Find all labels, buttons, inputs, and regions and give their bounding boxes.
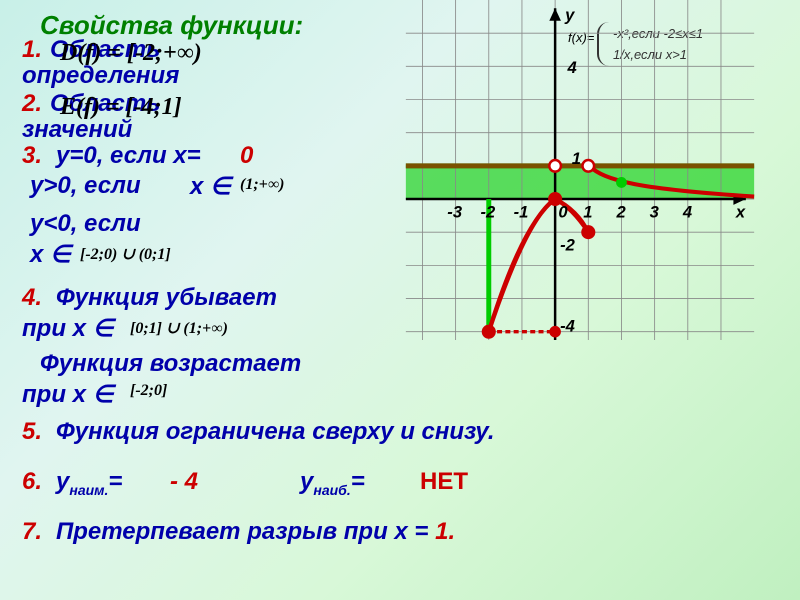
tick-yneg4: -4 (560, 317, 575, 336)
function-chart: y x 4 -2 -4 -3 -2 -1 0 1 2 3 4 1 (370, 0, 790, 340)
ypos: y>0, если (30, 172, 141, 200)
tick-x4: 4 (682, 202, 692, 221)
df-formula: D(f) = [-2;+∞) (60, 40, 202, 67)
tick-x0: 0 (558, 202, 568, 221)
prop5-num: 5. (22, 418, 42, 446)
ef-formula: E(f) = [-4;1] (60, 94, 182, 121)
prop3-num: 3. (22, 142, 42, 170)
ymin-val: - 4 (170, 468, 198, 496)
tick-x1: 1 (583, 202, 592, 221)
int3: [0;1] ∪ (1;+∞) (130, 318, 228, 338)
xin2: x ∈ (30, 240, 71, 269)
y-label: y (564, 6, 575, 25)
int4: [-2;0] (130, 382, 167, 400)
prop1-num: 1. (22, 36, 42, 64)
tick-xn3: -3 (447, 202, 463, 221)
prop4-num: 4. (22, 284, 42, 312)
y-arrow (549, 8, 561, 20)
yneg: y<0, если (30, 210, 141, 238)
xin1: х ∈ (190, 172, 231, 201)
prop4-c: Функция возрастает (40, 350, 301, 378)
green-dot (616, 177, 626, 187)
prop7-a: Претерпевает разрыв при x = 1. (56, 518, 455, 546)
tick-yneg2: -2 (560, 235, 576, 254)
prop3-v: 0 (240, 142, 253, 170)
prop4-d: при x ∈ (22, 380, 114, 409)
prop6-num: 6. (22, 468, 42, 496)
x-label: x (735, 202, 746, 221)
dot-y-1-open (549, 160, 561, 172)
prop2-num: 2. (22, 90, 42, 118)
tick-xn1: -1 (514, 202, 529, 221)
prop5-a: Функция ограничена сверху и снизу. (56, 418, 494, 446)
tick-x2: 2 (615, 202, 626, 221)
prop7-num: 7. (22, 518, 42, 546)
prop4-b: при x ∈ (22, 314, 114, 343)
tick-y1: 1 (572, 149, 581, 168)
point-1-neg1-closed (582, 226, 594, 238)
int2: [-2;0) ∪ (0;1] (80, 244, 171, 264)
point-1-1-open (582, 160, 594, 172)
ymax-label: yнаиб.= (300, 468, 365, 498)
int1: (1;+∞) (240, 176, 285, 194)
prop3-a: y=0, если x= (56, 142, 201, 170)
tick-xn2: -2 (480, 202, 496, 221)
prop4-a: Функция убывает (56, 284, 277, 312)
tick-y4: 4 (567, 58, 577, 77)
tick-x3: 3 (650, 202, 660, 221)
ymin-label: yнаим.= (56, 468, 122, 498)
ymax-val: НЕТ (420, 468, 468, 496)
